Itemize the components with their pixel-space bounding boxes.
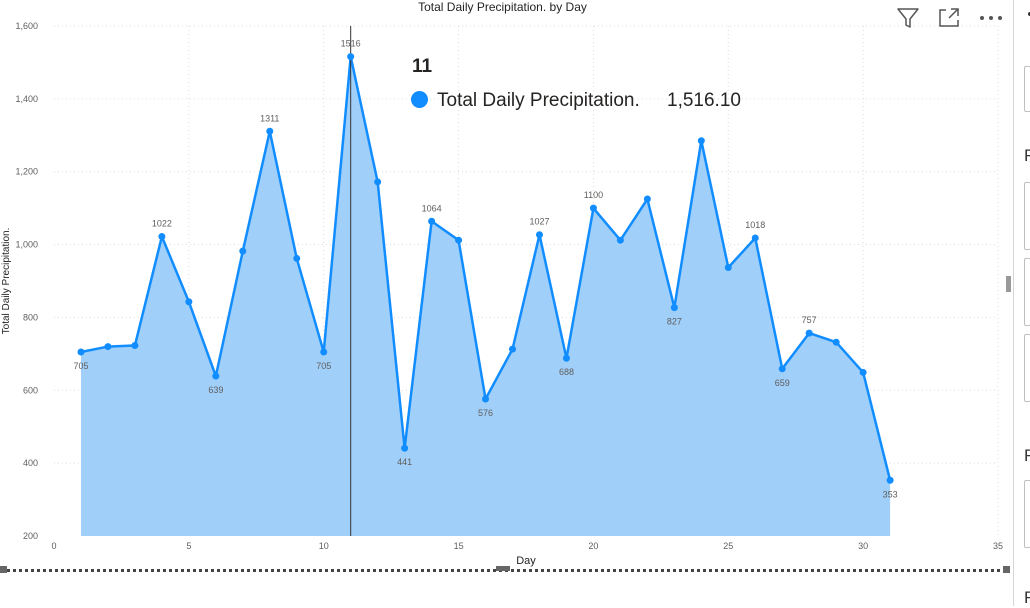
pane-field-box[interactable] xyxy=(1024,480,1030,548)
tooltip-series-marker xyxy=(411,91,428,108)
data-point xyxy=(401,444,409,452)
pane-field-box[interactable] xyxy=(1024,182,1030,250)
data-label: 1100 xyxy=(584,190,603,200)
data-point xyxy=(643,195,651,203)
focus-mode-icon[interactable] xyxy=(937,6,961,30)
tooltip-value: 1,516.10 xyxy=(667,90,741,111)
pane-scrollbar[interactable] xyxy=(1006,276,1011,292)
data-point xyxy=(535,231,543,239)
area-fill xyxy=(80,56,891,536)
chart-svg[interactable]: 200 400 600 800 1,000 1,200 1,400 1,600 0 5 10 15 20… xyxy=(0,0,1010,572)
data-point xyxy=(724,264,732,272)
data-point xyxy=(482,395,490,403)
data-point xyxy=(670,304,678,312)
x-tick-label: 15 xyxy=(454,541,464,551)
data-point xyxy=(589,204,597,212)
data-label: 705 xyxy=(316,361,331,371)
data-label: 353 xyxy=(883,489,898,499)
y-tick-label: 400 xyxy=(23,458,38,468)
resize-handle-left[interactable] xyxy=(0,566,7,573)
x-tick-label: 30 xyxy=(858,541,868,551)
data-point xyxy=(697,137,705,145)
data-point xyxy=(805,329,813,337)
data-point xyxy=(158,233,166,241)
data-label: 659 xyxy=(775,378,790,388)
data-point xyxy=(616,236,624,244)
data-label: 576 xyxy=(478,408,493,418)
y-tick-label: 1,400 xyxy=(15,94,38,104)
data-point xyxy=(185,298,193,306)
x-tick-label: 10 xyxy=(319,541,329,551)
data-label: 1064 xyxy=(422,203,442,213)
data-point xyxy=(751,234,759,242)
data-point xyxy=(509,345,517,353)
y-tick-label: 200 xyxy=(23,531,38,541)
data-label: 1018 xyxy=(745,220,765,230)
filter-icon[interactable] xyxy=(896,6,920,30)
x-tick-label: 20 xyxy=(588,541,598,551)
tooltip-title: 11 xyxy=(412,56,433,77)
pane-dot xyxy=(1028,12,1030,16)
data-point xyxy=(562,354,570,362)
data-point xyxy=(239,247,247,255)
visual-header xyxy=(893,6,1008,32)
data-label: 705 xyxy=(73,361,88,371)
data-point xyxy=(374,178,382,186)
more-options-icon[interactable] xyxy=(977,6,1005,30)
data-point xyxy=(832,338,840,346)
y-tick-label: 800 xyxy=(23,312,38,322)
data-point xyxy=(859,368,867,376)
pane-field-box[interactable] xyxy=(1024,258,1030,326)
resize-handle-bottom[interactable] xyxy=(496,566,510,571)
x-tick-label: 0 xyxy=(51,541,56,551)
x-tick-label: 5 xyxy=(186,541,191,551)
chart-title: Total Daily Precipitation. by Day xyxy=(418,0,587,14)
data-label: 1027 xyxy=(529,217,549,227)
pane-field-box[interactable] xyxy=(1024,334,1030,402)
data-label: 639 xyxy=(208,385,223,395)
tooltip-series-name: Total Daily Precipitation. xyxy=(437,90,640,111)
data-point xyxy=(212,372,220,380)
resize-handle-right[interactable] xyxy=(1003,566,1010,573)
data-point xyxy=(455,236,463,244)
data-label: 757 xyxy=(802,315,817,325)
pane-section-label: F xyxy=(1024,146,1030,165)
line-chart-visual[interactable]: Total Daily Precipitation. by Day 200 400… xyxy=(0,0,1010,572)
pane-field-box[interactable] xyxy=(1024,66,1030,112)
data-label: 827 xyxy=(667,317,682,327)
data-point xyxy=(347,53,355,61)
x-tick-label: 25 xyxy=(723,541,733,551)
data-point xyxy=(886,476,894,484)
x-axis-title: Day xyxy=(516,555,536,567)
data-point xyxy=(293,254,301,262)
tooltip: 11 Total Daily Precipitation. 1,516.10 xyxy=(400,52,780,124)
right-pane: F F F xyxy=(1006,0,1030,607)
data-point xyxy=(778,365,786,373)
data-point xyxy=(266,127,274,135)
data-label: 441 xyxy=(397,457,412,467)
pane-section-label: F xyxy=(1024,446,1030,465)
data-label: 1516 xyxy=(341,39,361,49)
data-label: 1311 xyxy=(260,113,279,123)
y-tick-label: 1,600 xyxy=(15,21,38,31)
data-point xyxy=(320,348,328,356)
y-tick-label: 1,000 xyxy=(15,240,38,250)
data-point xyxy=(104,343,112,351)
data-point xyxy=(77,348,85,356)
data-label: 1022 xyxy=(152,219,172,229)
data-point xyxy=(428,217,436,225)
data-point xyxy=(131,341,139,349)
data-label: 688 xyxy=(559,367,574,377)
pane-section-label: F xyxy=(1024,588,1030,607)
y-tick-label: 1,200 xyxy=(15,167,38,177)
y-axis-title: Total Daily Precipitation. xyxy=(1,228,12,335)
y-tick-label: 600 xyxy=(23,385,38,395)
x-tick-label: 35 xyxy=(993,541,1003,551)
